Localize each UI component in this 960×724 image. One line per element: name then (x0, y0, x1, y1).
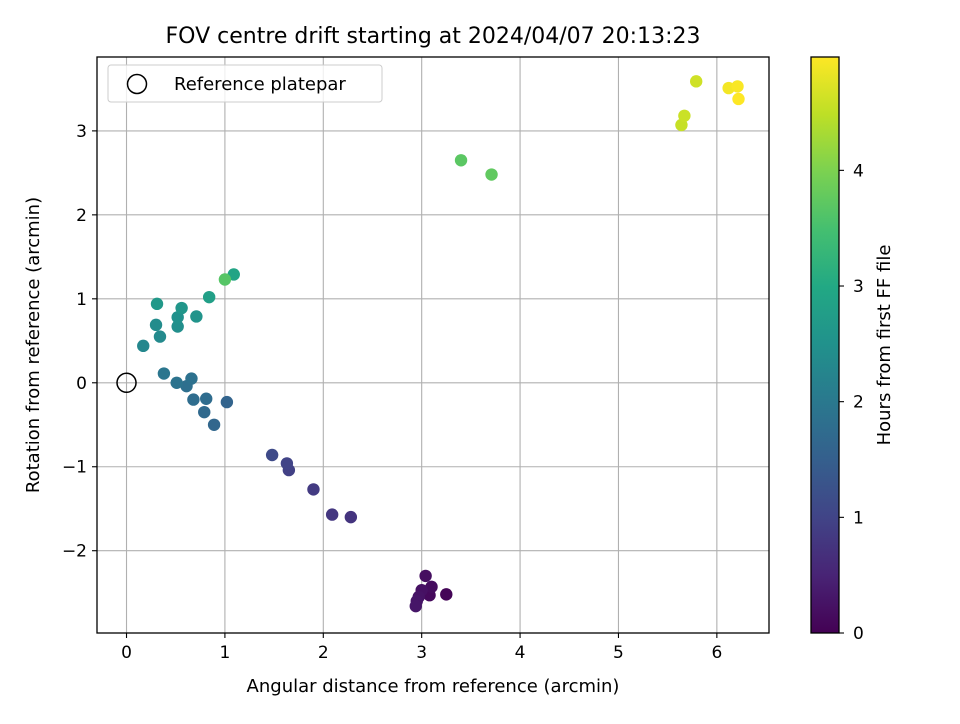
colorbar-tick-label: 1 (853, 508, 864, 528)
y-axis-label: Rotation from reference (arcmin) (23, 197, 44, 493)
data-point (419, 569, 432, 583)
x-tick-label: 0 (121, 643, 132, 663)
data-point (440, 588, 453, 601)
data-point (170, 376, 183, 389)
x-tick-label: 5 (613, 643, 624, 663)
data-point (190, 310, 203, 323)
x-tick-label: 2 (318, 643, 329, 663)
y-tick-label: 2 (76, 206, 87, 226)
colorbar-tick-label: 3 (853, 277, 864, 297)
x-axis-ticks: 0 1 2 3 4 5 6 (121, 633, 722, 663)
data-point (153, 330, 167, 343)
data-point (425, 580, 438, 594)
y-tick-label: 0 (76, 374, 87, 394)
colorbar: 0 1 2 3 4 Hours from first FF file (810, 56, 895, 644)
grid-lines (97, 57, 769, 633)
x-tick-label: 6 (711, 643, 722, 663)
data-point (218, 273, 232, 286)
legend-label-reference: Reference platepar (174, 74, 346, 95)
y-axis-ticks: −2 −1 0 1 2 3 (62, 122, 97, 562)
data-point (175, 301, 188, 315)
colorbar-ticks: 0 1 2 3 4 (839, 161, 864, 644)
data-point (157, 367, 171, 380)
y-tick-label: −2 (62, 542, 87, 562)
reference-marker-layer (116, 372, 137, 394)
data-point (732, 92, 745, 106)
data-point (207, 418, 221, 431)
y-tick-label: 1 (76, 290, 87, 310)
data-point (265, 448, 279, 462)
x-axis-label: Angular distance from reference (arcmin) (247, 676, 620, 697)
data-point (307, 483, 320, 496)
legend-box (107, 64, 383, 103)
chart-title: FOV centre drift starting at 2024/04/07 … (166, 24, 701, 49)
data-point (280, 457, 294, 470)
legend-marker-reference (126, 73, 148, 95)
data-points (137, 75, 745, 613)
data-point (731, 80, 744, 93)
legend: Reference platepar (107, 64, 383, 103)
data-point (325, 508, 339, 521)
colorbar-gradient (810, 56, 840, 634)
data-point (150, 297, 164, 311)
x-tick-label: 4 (515, 643, 526, 663)
data-point (198, 405, 211, 419)
x-tick-label: 1 (219, 643, 230, 663)
data-point (454, 154, 468, 167)
plot-frame (96, 56, 770, 634)
data-point (409, 599, 422, 613)
data-point (200, 392, 213, 405)
data-point (187, 393, 200, 406)
colorbar-tick-label: 2 (853, 393, 864, 413)
data-point (678, 109, 691, 122)
data-point (220, 395, 234, 409)
data-point (137, 339, 150, 353)
data-point (344, 510, 358, 524)
data-point (149, 318, 163, 332)
data-point (171, 320, 184, 333)
data-point (202, 290, 216, 304)
reference-platepar-marker (116, 372, 137, 394)
x-tick-label: 3 (416, 643, 427, 663)
colorbar-tick-label: 0 (853, 624, 864, 644)
data-point (485, 168, 498, 181)
data-point (185, 372, 198, 385)
y-tick-label: 3 (76, 122, 87, 142)
colorbar-label: Hours from first FF file (874, 245, 895, 446)
y-tick-label: −1 (62, 458, 87, 478)
colorbar-tick-label: 4 (853, 161, 864, 181)
data-point (689, 75, 703, 88)
